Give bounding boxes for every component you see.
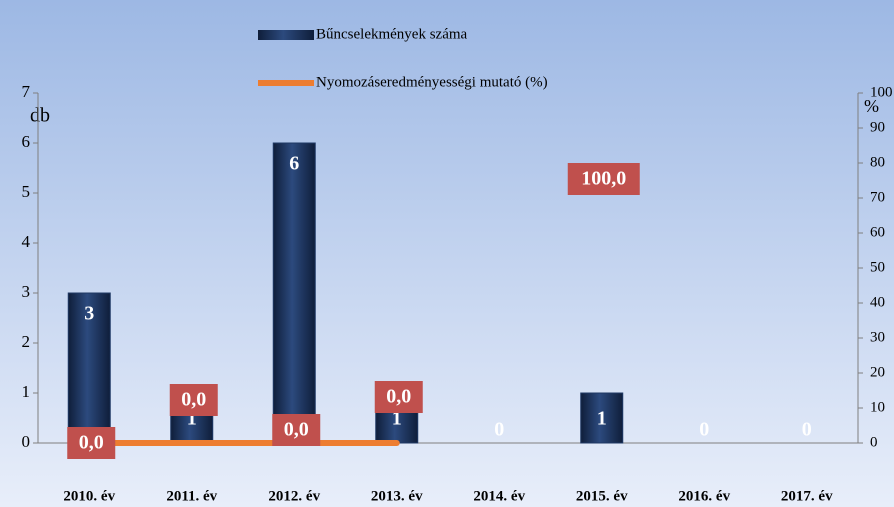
bar-value-label: 1 <box>392 408 402 430</box>
bar <box>272 142 316 444</box>
y2-tick-label: 100 <box>870 84 893 100</box>
x-tick-label: 2017. év <box>781 488 833 504</box>
y2-axis-label: % <box>864 96 879 116</box>
x-tick-label: 2013. év <box>371 488 423 504</box>
y-tick-label: 2 <box>22 332 31 351</box>
y2-tick-label: 70 <box>870 189 885 205</box>
bar-value-label: 1 <box>597 408 607 430</box>
bar-value-label: 3 <box>84 303 94 325</box>
line-value-label: 100,0 <box>581 168 626 190</box>
line-label-box <box>567 163 640 195</box>
line-label-box <box>374 381 423 413</box>
y-tick-label: 3 <box>22 282 31 301</box>
y-tick-label: 0 <box>22 432 31 451</box>
legend-label: Nyomozáseredményességi mutató (%) <box>316 74 548 90</box>
bar-value-label: 6 <box>289 153 299 175</box>
line-value-label: 0,0 <box>79 432 104 454</box>
x-tick-label: 2015. év <box>576 488 628 504</box>
x-tick-label: 2011. év <box>166 488 217 504</box>
y2-tick-label: 30 <box>870 329 885 345</box>
bar-value-label: 0 <box>699 419 709 441</box>
legend-swatch <box>258 30 314 40</box>
line-value-label: 0,0 <box>181 389 206 411</box>
line-label-box <box>272 414 321 446</box>
line-value-label: 0,0 <box>386 386 411 408</box>
y-tick-label: 7 <box>22 82 31 101</box>
y2-tick-label: 0 <box>870 434 878 450</box>
y-tick-label: 5 <box>22 182 31 201</box>
y2-tick-label: 50 <box>870 259 885 275</box>
x-tick-label: 2016. év <box>678 488 730 504</box>
line-label-box <box>169 384 218 416</box>
y-tick-label: 4 <box>22 232 31 251</box>
bar-value-label: 0 <box>494 419 504 441</box>
x-tick-label: 2012. év <box>268 488 320 504</box>
y2-tick-label: 20 <box>870 364 885 380</box>
y2-tick-label: 40 <box>870 294 885 310</box>
y-tick-label: 6 <box>22 132 31 151</box>
x-tick-label: 2014. év <box>473 488 525 504</box>
y2-tick-label: 80 <box>870 154 885 170</box>
y2-tick-label: 90 <box>870 119 885 135</box>
line-value-label: 0,0 <box>284 419 309 441</box>
y-tick-label: 1 <box>22 382 31 401</box>
bar-value-label: 0 <box>802 419 812 441</box>
line-label-box <box>67 427 116 459</box>
y-axis-label: db <box>30 105 50 127</box>
legend-label: Bűncselekmények száma <box>316 26 468 42</box>
bar <box>67 292 111 444</box>
x-tick-label: 2010. év <box>63 488 115 504</box>
bar <box>580 392 624 444</box>
bar-value-label: 1 <box>187 408 197 430</box>
y2-tick-label: 60 <box>870 224 885 240</box>
y2-tick-label: 10 <box>870 399 885 415</box>
